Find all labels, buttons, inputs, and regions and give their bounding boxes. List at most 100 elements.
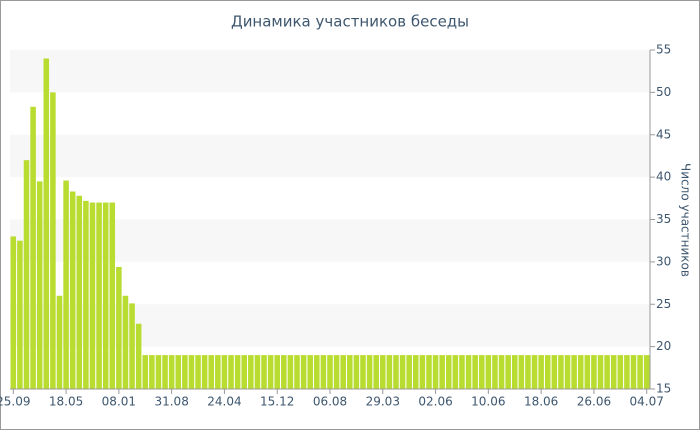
y-tick-label: 25 <box>656 297 671 311</box>
bar <box>478 355 485 389</box>
bar <box>50 92 56 389</box>
bar <box>498 355 505 389</box>
x-tick-label: 08.01 <box>102 395 136 409</box>
bar <box>591 355 597 389</box>
bar <box>558 355 564 389</box>
bar <box>63 180 69 389</box>
bar <box>380 355 386 389</box>
bar <box>248 355 254 389</box>
bar <box>122 295 129 389</box>
bar <box>10 236 17 389</box>
bar <box>83 200 89 389</box>
bar <box>234 355 241 389</box>
bar <box>314 355 320 389</box>
bar <box>617 355 624 389</box>
bar <box>228 355 234 389</box>
bar <box>43 58 50 389</box>
bar <box>23 160 30 389</box>
bar <box>340 355 346 389</box>
bar <box>307 355 313 389</box>
y-tick-label: 40 <box>656 170 671 184</box>
bar <box>597 355 604 389</box>
bar <box>360 355 366 389</box>
bar <box>182 355 188 389</box>
bar <box>195 355 201 389</box>
bar <box>406 355 412 389</box>
bar <box>102 202 109 389</box>
bar <box>168 355 175 389</box>
bar <box>505 355 511 389</box>
x-tick-label: 24.04 <box>207 395 241 409</box>
bar <box>445 355 452 389</box>
grid-band <box>10 134 650 178</box>
bar <box>56 295 63 389</box>
bar <box>215 355 221 389</box>
bar <box>399 355 406 389</box>
bar <box>610 355 617 389</box>
bar <box>604 355 610 389</box>
bar <box>36 181 43 389</box>
bar <box>287 355 294 389</box>
bar <box>624 355 630 389</box>
bar <box>518 355 525 389</box>
x-tick-label: 02.06 <box>418 395 452 409</box>
bar <box>564 355 571 389</box>
bar <box>584 355 591 389</box>
y-axis-label: Число участников <box>679 163 693 277</box>
bar <box>630 355 637 389</box>
bar <box>300 355 307 389</box>
bar <box>571 355 577 389</box>
bar <box>261 355 267 389</box>
bar <box>241 355 247 389</box>
x-tick-label: 29.03 <box>366 395 400 409</box>
bar <box>637 355 643 389</box>
bar <box>439 355 445 389</box>
y-tick-label: 45 <box>656 127 671 141</box>
bar <box>149 355 155 389</box>
bar <box>538 355 544 389</box>
bar <box>333 355 340 389</box>
bar <box>373 355 379 389</box>
bar <box>643 355 650 389</box>
bar <box>320 355 327 389</box>
x-tick-label: 15.12 <box>260 395 294 409</box>
bar <box>294 355 300 389</box>
x-tick-label: 25.09 <box>0 395 30 409</box>
chart-title: Динамика участников беседы <box>231 13 469 31</box>
bar <box>353 355 360 389</box>
bar <box>208 355 215 389</box>
bar <box>472 355 478 389</box>
bar <box>432 355 439 389</box>
x-tick-label: 26.06 <box>577 395 611 409</box>
bar <box>274 355 280 389</box>
x-tick-label: 04.07 <box>630 395 664 409</box>
bar <box>76 195 83 389</box>
bar <box>109 202 116 389</box>
bar <box>188 355 195 389</box>
y-tick-label: 35 <box>656 212 671 226</box>
bar <box>452 355 459 389</box>
bar <box>393 355 399 389</box>
grid-band <box>10 50 650 93</box>
y-tick-label: 20 <box>656 339 671 353</box>
bar <box>366 355 373 389</box>
bar <box>142 355 149 389</box>
y-tick-label: 55 <box>656 43 671 57</box>
bar <box>459 355 465 389</box>
bar <box>492 355 498 389</box>
bar <box>175 355 182 389</box>
bar <box>155 355 162 389</box>
grid-band <box>10 219 650 262</box>
bar <box>281 355 287 389</box>
bar <box>69 191 76 389</box>
y-tick-label: 15 <box>656 382 671 396</box>
bar <box>267 355 274 389</box>
bar <box>511 355 518 389</box>
bar <box>544 355 551 389</box>
x-tick-label: 18.06 <box>524 395 558 409</box>
y-tick-label: 30 <box>656 254 671 268</box>
bar <box>116 266 122 389</box>
bar <box>96 202 102 389</box>
bar <box>129 303 135 389</box>
